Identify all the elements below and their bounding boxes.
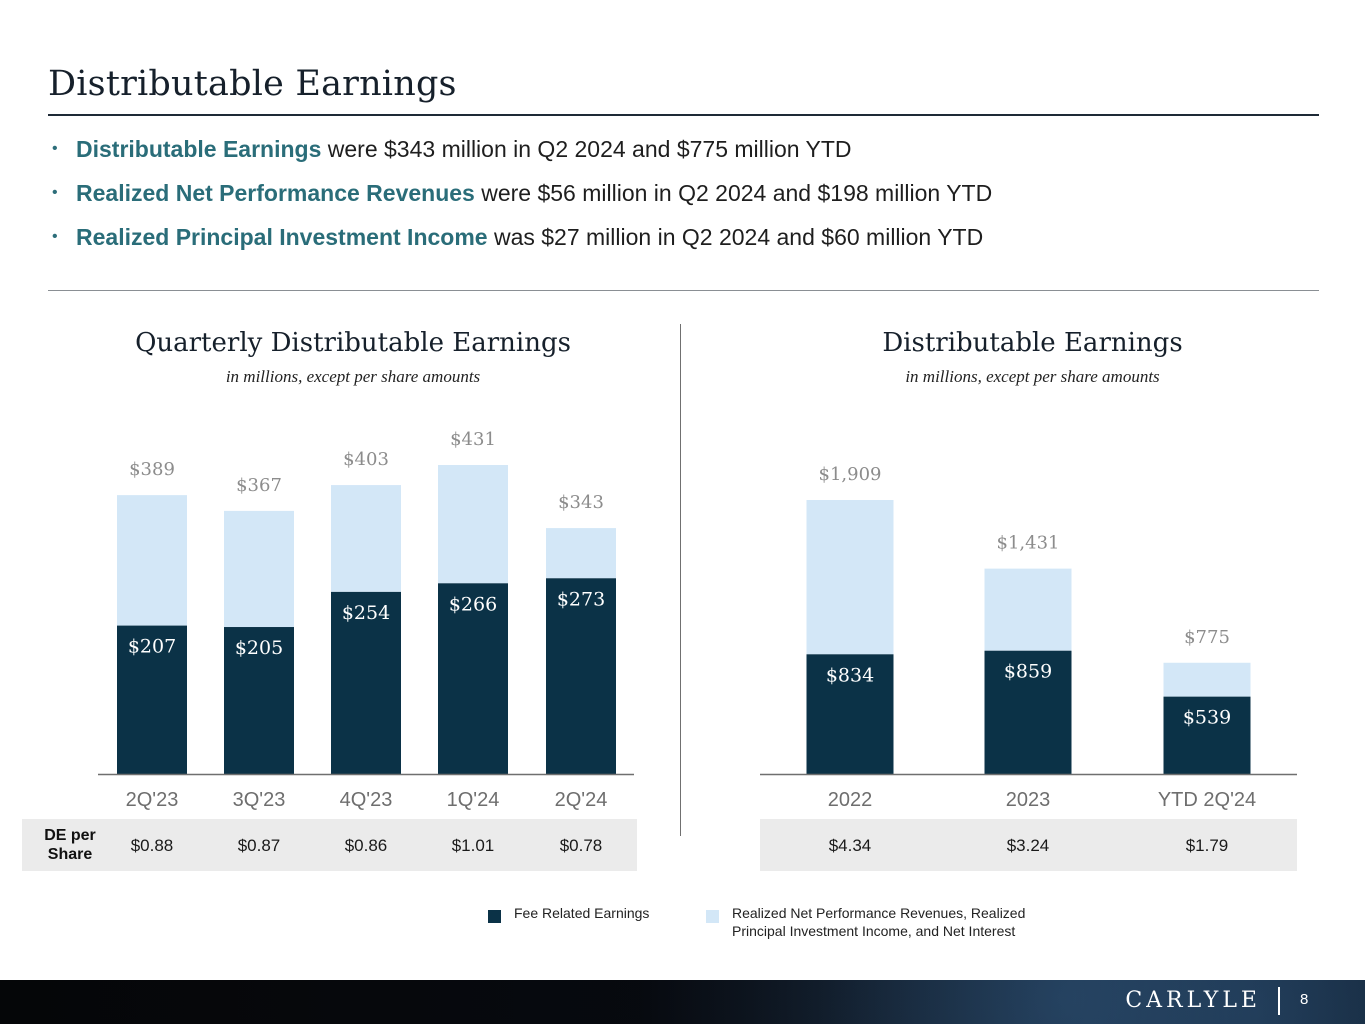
quarterly-category-label: 4Q'23 (340, 789, 393, 811)
quarterly-bar-fee-related (117, 625, 187, 774)
quarterly-bar-realized (546, 528, 616, 579)
annual-fee-related-label: $539 (1183, 707, 1231, 729)
quarterly-bar-realized (224, 510, 294, 628)
annual-category-label: 2022 (828, 789, 873, 811)
annual-fee-related-label: $859 (1004, 661, 1052, 683)
quarterly-per-share-value: $0.78 (559, 836, 603, 855)
quarterly-fee-related-label: $273 (557, 588, 605, 610)
bullet-item: • Distributable Earnings were $343 millio… (52, 132, 992, 176)
quarterly-per-share-value: $0.88 (130, 836, 174, 855)
bullet-highlight: Realized Net Performance Revenues (76, 180, 475, 206)
quarterly-bar-fee-related (331, 591, 401, 774)
quarterly-per-share-value: $0.86 (344, 836, 388, 855)
quarterly-category-label: 2Q'24 (555, 789, 608, 811)
annual-fee-related-label: $834 (826, 664, 874, 686)
quarterly-category-label: 1Q'24 (447, 789, 500, 811)
legend-swatch-dark (488, 910, 501, 923)
quarterly-bar-fee-related (438, 583, 508, 774)
legend-label: Realized Net Performance Revenues, Reali… (732, 905, 1026, 939)
bullet-dot-icon: • (52, 184, 58, 201)
bullet-item: • Realized Net Performance Revenues were … (52, 176, 992, 220)
annual-category-label: 2023 (1006, 789, 1051, 811)
quarterly-bar-fee-related (224, 627, 294, 774)
annual-chart-subtitle: in millions, except per share amounts (905, 367, 1160, 386)
page-title: Distributable Earnings (48, 64, 457, 104)
quarterly-bar-realized (117, 495, 187, 626)
bullet-dot-icon: • (52, 140, 58, 157)
legend-label: Fee Related Earnings (514, 905, 650, 921)
de-per-share-label: DE per Share (44, 827, 96, 863)
logo-divider (1278, 987, 1280, 1015)
quarterly-bar-fee-related (546, 578, 616, 774)
quarterly-per-share-value: $1.01 (451, 836, 495, 855)
bullet-highlight: Realized Principal Investment Income (76, 224, 488, 250)
bullet-text: were $56 million in Q2 2024 and $198 mil… (474, 180, 993, 206)
quarterly-fee-related-label: $207 (128, 636, 176, 658)
quarterly-per-share-value: $0.87 (237, 836, 281, 855)
annual-per-share-band (760, 819, 1297, 871)
quarterly-fee-related-label: $254 (342, 602, 390, 624)
annual-bar-fee-related (1163, 696, 1251, 774)
annual-bar-realized (806, 500, 894, 655)
carlyle-logo: CARLYLE (1125, 988, 1261, 1013)
section-rule (48, 290, 1319, 291)
quarterly-bar-realized (438, 465, 508, 584)
bullet-dot-icon: • (52, 228, 58, 245)
footer-bar: CARLYLE 8 (0, 980, 1365, 1024)
legend-swatch-light (706, 910, 719, 923)
quarterly-per-share-band (22, 819, 637, 871)
quarterly-category-label: 3Q'23 (233, 789, 286, 811)
quarterly-total-label: $431 (450, 429, 496, 450)
bullet-highlight: Distributable Earnings (76, 136, 322, 162)
quarterly-fee-related-label: $205 (235, 637, 283, 659)
annual-bar-fee-related (984, 650, 1072, 774)
quarterly-chart-subtitle: in millions, except per share amounts (225, 367, 481, 386)
annual-total-label: $1,431 (997, 533, 1060, 554)
quarterly-total-label: $343 (558, 492, 604, 513)
quarterly-total-label: $389 (129, 459, 175, 480)
annual-per-share-value: $4.34 (828, 836, 872, 855)
quarterly-chart-title: Quarterly Distributable Earnings (135, 328, 571, 358)
annual-bar-fee-related (806, 654, 894, 774)
annual-total-label: $1,909 (819, 464, 882, 485)
annual-per-share-value: $1.79 (1185, 836, 1229, 855)
page-number: 8 (1300, 991, 1309, 1008)
bullet-text: were $343 million in Q2 2024 and $775 mi… (321, 136, 852, 162)
quarterly-total-label: $403 (343, 449, 389, 470)
annual-chart-title: Distributable Earnings (882, 328, 1183, 358)
bullet-item: • Realized Principal Investment Income wa… (52, 220, 992, 264)
annual-category-label: YTD 2Q'24 (1158, 789, 1256, 811)
bullet-text: was $27 million in Q2 2024 and $60 milli… (487, 224, 984, 250)
quarterly-fee-related-label: $266 (449, 593, 497, 615)
chart-divider (680, 324, 681, 836)
annual-bar-realized (1163, 662, 1251, 697)
quarterly-bar-realized (331, 485, 401, 592)
key-points-list: • Distributable Earnings were $343 millio… (52, 132, 992, 264)
annual-per-share-value: $3.24 (1006, 836, 1050, 855)
title-rule (48, 114, 1319, 116)
quarterly-total-label: $367 (236, 475, 282, 496)
annual-total-label: $775 (1184, 627, 1230, 648)
quarterly-category-label: 2Q'23 (126, 789, 179, 811)
annual-bar-realized (984, 568, 1072, 651)
